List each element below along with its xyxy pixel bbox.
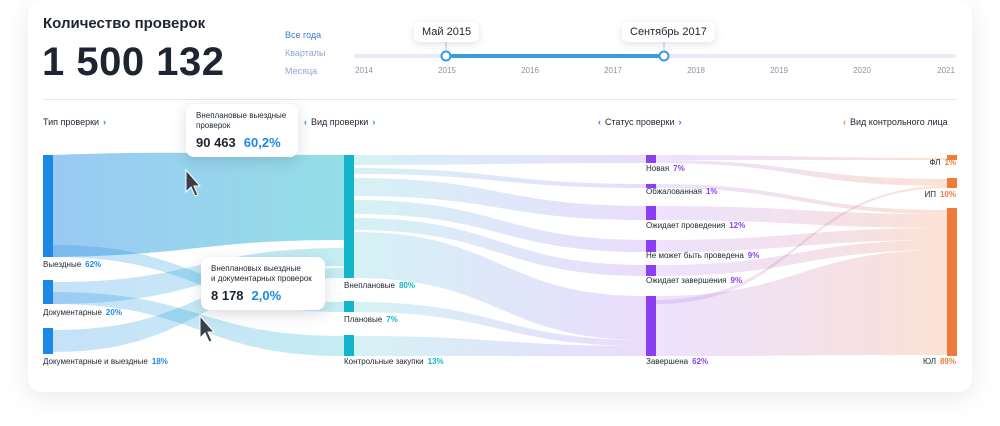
year-tick: 2017 xyxy=(604,66,622,75)
tooltip-title: Внеплановые выездные проверок xyxy=(196,111,287,130)
link-vyezdnye-vneplanovye[interactable] xyxy=(53,152,344,257)
column-header-entity-label: Вид контрольного лица xyxy=(850,117,948,127)
range-end-handle[interactable] xyxy=(658,50,670,62)
label-zavershena: Завершена 62% xyxy=(646,357,709,366)
node-zakupki[interactable] xyxy=(344,335,354,356)
column-header-status[interactable]: ‹ Статус проверки › xyxy=(594,117,686,127)
link-vneplanovye-ne-mozhet[interactable] xyxy=(354,200,646,252)
node-ip[interactable] xyxy=(947,178,957,188)
node-vyezdnye[interactable] xyxy=(43,155,53,257)
link-zavershena-yul[interactable] xyxy=(656,250,947,356)
divider xyxy=(43,99,957,100)
year-tick: 2018 xyxy=(687,66,705,75)
range-start-handle[interactable] xyxy=(440,50,452,62)
column-header-type-label: Тип проверки xyxy=(43,117,100,127)
total-count: 1 500 132 xyxy=(42,40,225,84)
tooltip-link-2: Внеплановых выездные и документарных про… xyxy=(201,257,325,310)
page-title: Количество проверок xyxy=(43,15,206,32)
node-doc-vyezd[interactable] xyxy=(43,328,53,354)
label-ip: ИП 10% xyxy=(924,190,956,199)
link-ozhidaet-zaversheniya-yul[interactable] xyxy=(656,240,947,276)
label-yul: ЮЛ 89% xyxy=(923,357,956,366)
link-vneplanovye-zavershena[interactable] xyxy=(354,232,646,340)
link-novaya-fl[interactable] xyxy=(656,155,947,160)
chevron-left-icon[interactable]: ‹ xyxy=(304,117,307,127)
column-header-type[interactable]: Тип проверки › xyxy=(43,117,110,127)
chevron-right-icon[interactable]: › xyxy=(372,117,376,127)
label-novaya: Новая 7% xyxy=(646,164,685,173)
cursor-icon xyxy=(185,168,202,197)
node-ozhidaet-provedeniya[interactable] xyxy=(646,206,656,220)
period-months[interactable]: Месяца xyxy=(285,66,318,76)
label-obzhalovannaya: Обжалованная 1% xyxy=(646,187,718,196)
link-zakupki-zavershena[interactable] xyxy=(354,336,646,356)
node-novaya[interactable] xyxy=(646,155,656,163)
link-doc-vyezd-vneplanovye[interactable] xyxy=(53,268,344,352)
node-ozhidaet-zaversheniya[interactable] xyxy=(646,265,656,276)
year-tick: 2019 xyxy=(770,66,788,75)
range-end-label: Сентябрь 2017 xyxy=(622,22,715,42)
label-fl: ФЛ 1% xyxy=(929,158,956,167)
cursor-icon xyxy=(199,314,216,343)
year-tick: 2014 xyxy=(355,66,373,75)
label-ne-mozhet: Не может быть проведена 9% xyxy=(646,251,760,260)
column-header-entity[interactable]: ‹ Вид контрольного лица xyxy=(839,117,948,127)
tooltip-value: 8 178 2,0% xyxy=(211,288,282,303)
link-ozhidaet-provedeniya-yul[interactable] xyxy=(656,206,947,228)
link-documentarnye-zakupki[interactable] xyxy=(53,292,344,356)
link-vneplanovye-ozhidaet-zaversheniya[interactable] xyxy=(354,218,646,276)
node-zavershena[interactable] xyxy=(646,296,656,356)
link-vneplanovye-novaya[interactable] xyxy=(354,155,646,165)
chevron-right-icon[interactable]: › xyxy=(103,117,107,127)
node-yul[interactable] xyxy=(947,208,957,356)
tooltip-value: 90 463 60,2% xyxy=(196,135,281,150)
node-ne-mozhet[interactable] xyxy=(646,240,656,252)
tooltip-title: Внеплановых выездные и документарных про… xyxy=(211,264,312,283)
link-novaya-ip[interactable] xyxy=(656,160,947,186)
link-planovye-zavershena[interactable] xyxy=(354,302,646,346)
chevron-left-icon[interactable]: ‹ xyxy=(843,117,846,127)
year-tick: 2016 xyxy=(521,66,539,75)
link-vyezdnye-planovye[interactable] xyxy=(53,245,344,312)
period-quarters[interactable]: Кварталы xyxy=(285,48,326,58)
label-vneplanovye: Внеплановые 80% xyxy=(344,281,415,290)
link-ne-mozhet-yul[interactable] xyxy=(656,228,947,252)
node-fl[interactable] xyxy=(947,155,957,160)
column-header-status-label: Статус проверки xyxy=(605,117,675,127)
label-zakupki: Контрольные закупки 13% xyxy=(344,357,444,366)
year-tick: 2020 xyxy=(853,66,871,75)
node-obzhalovannaya[interactable] xyxy=(646,184,656,188)
label-ozhidaet-zaversheniya: Ожидает завершения 9% xyxy=(646,276,743,285)
label-planovye: Плановые 7% xyxy=(344,315,398,324)
tooltip-link-1: Внеплановые выездные проверок 90 463 60,2… xyxy=(186,104,298,157)
link-vneplanovye-ozhidaet-provedeniya[interactable] xyxy=(354,178,646,220)
column-header-kind-label: Вид проверки xyxy=(311,117,369,127)
node-documentarnye[interactable] xyxy=(43,280,53,304)
chevron-left-icon[interactable]: ‹ xyxy=(598,117,601,127)
timeline-selected-range xyxy=(446,54,664,58)
label-vyezdnye: Выездные 62% xyxy=(43,260,102,269)
label-documentarnye: Документарные 20% xyxy=(43,308,122,317)
period-all-years[interactable]: Все года xyxy=(285,30,322,40)
year-tick: 2021 xyxy=(937,66,955,75)
range-start-label: Май 2015 xyxy=(414,22,480,42)
link-zavershena-ip[interactable] xyxy=(656,186,947,304)
chevron-right-icon[interactable]: › xyxy=(678,117,682,127)
node-planovye[interactable] xyxy=(344,301,354,312)
label-doc-vyezd: Документарные и выездные 18% xyxy=(43,357,168,366)
node-vneplanovye[interactable] xyxy=(344,155,354,278)
column-header-kind[interactable]: ‹ Вид проверки › xyxy=(300,117,379,127)
link-vneplanovye-obzhalovannaya[interactable] xyxy=(354,168,646,188)
year-tick: 2015 xyxy=(438,66,456,75)
link-obzhalovannaya-yul[interactable] xyxy=(656,184,947,214)
label-ozhidaet-provedeniya: Ожидает проведения 12% xyxy=(646,221,746,230)
